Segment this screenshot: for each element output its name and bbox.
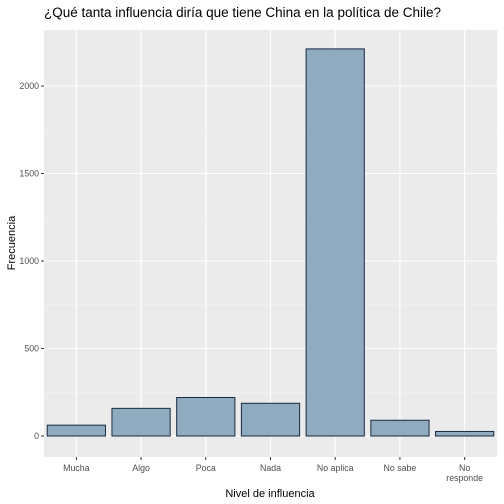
x-axis-title: Nivel de influencia <box>225 488 315 500</box>
x-tick-label: Nada <box>260 463 281 473</box>
y-tick-label: 1500 <box>19 169 39 179</box>
x-tick-label: Mucha <box>63 463 90 473</box>
y-tick-label: 500 <box>24 344 39 354</box>
bars <box>46 48 495 437</box>
x-tick-label: No aplica <box>317 463 354 473</box>
chart-title: ¿Qué tanta influencia diría que tiene Ch… <box>44 5 441 20</box>
x-axis: Mucha Algo Poca Nada No aplica No sabe No respo… <box>63 457 483 483</box>
bar <box>111 407 171 437</box>
x-tick-label: No sabe <box>384 463 417 473</box>
bar <box>240 402 301 437</box>
x-tick-label: Poca <box>196 463 216 473</box>
x-tick-label: No responde <box>446 463 483 483</box>
y-tick-label: 1000 <box>19 256 39 266</box>
bar <box>370 419 430 437</box>
bar <box>46 424 106 437</box>
bar <box>435 430 495 437</box>
y-axis: 0 500 1000 1500 2000 <box>19 81 44 441</box>
y-axis-title: Frecuencia <box>6 215 18 270</box>
x-tick-label: Algo <box>132 463 150 473</box>
bar <box>176 397 236 437</box>
y-tick-label: 0 <box>34 431 39 441</box>
bar <box>305 48 365 437</box>
y-tick-label: 2000 <box>19 81 39 91</box>
